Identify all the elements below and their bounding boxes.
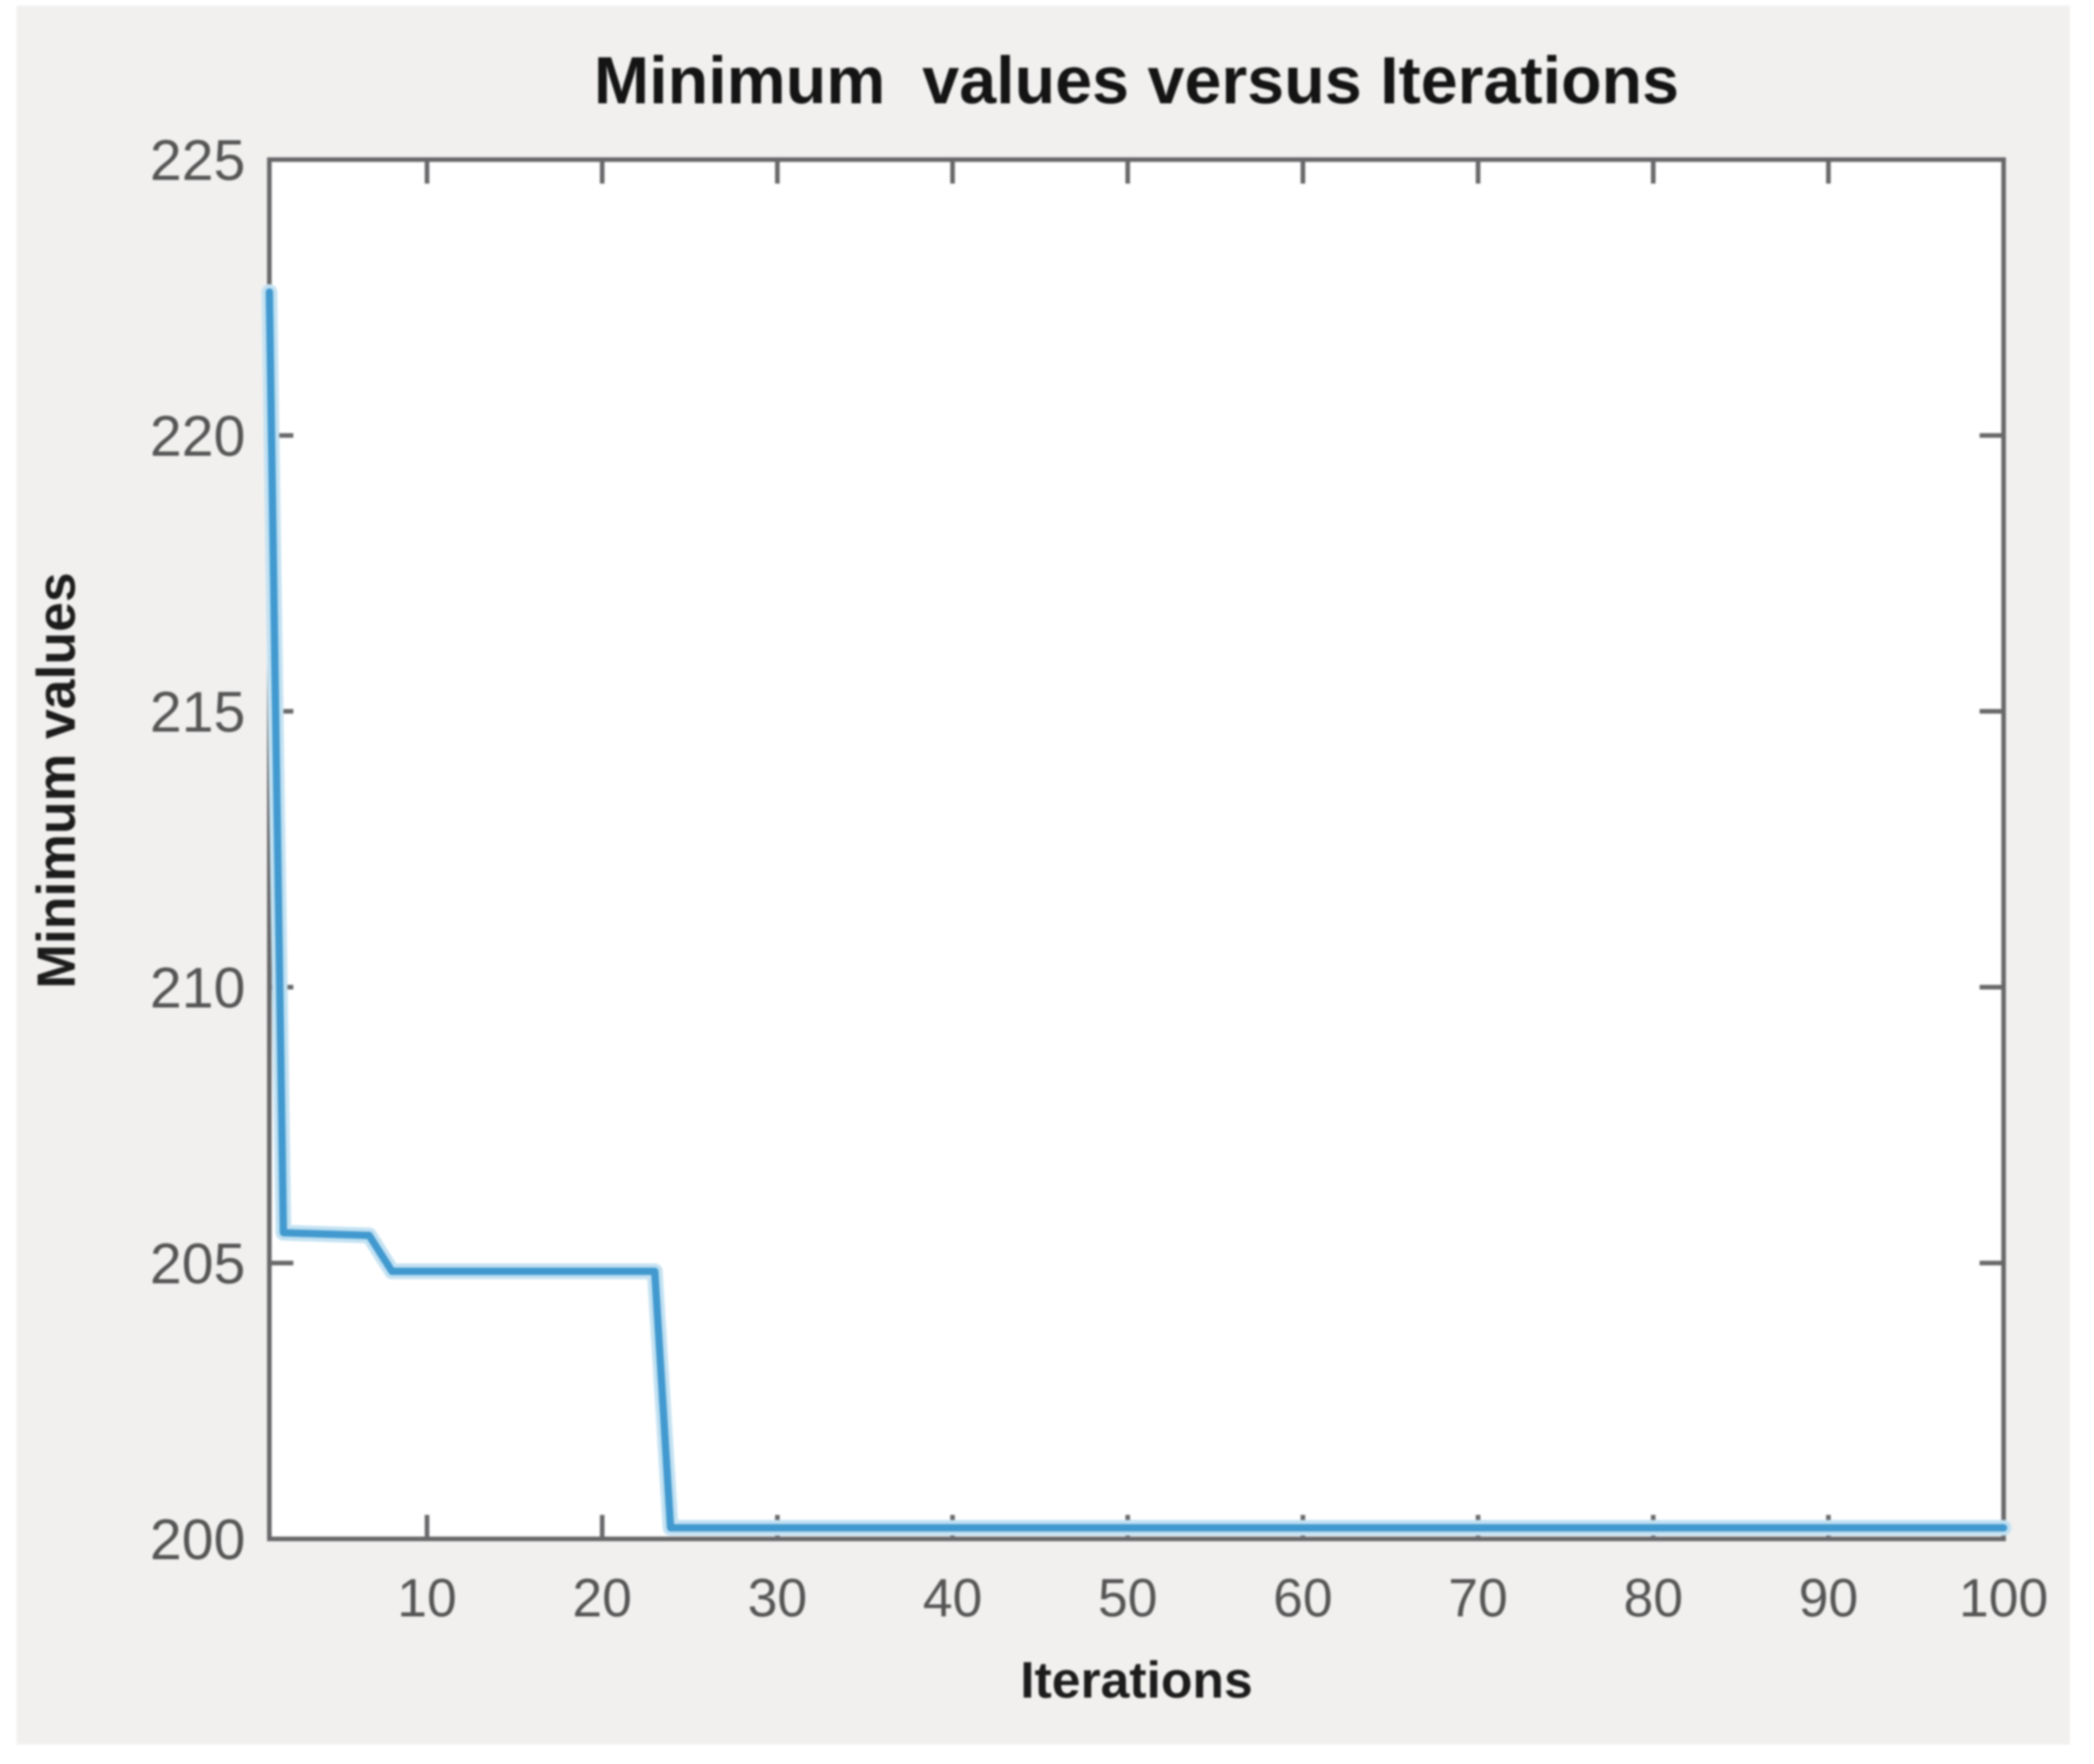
x-tick-label: 20 (573, 1568, 633, 1628)
x-tick-label: 60 (1273, 1568, 1333, 1628)
x-tick-label: 40 (922, 1568, 982, 1628)
y-tick-label: 210 (150, 957, 245, 1020)
x-tick-label: 30 (747, 1568, 807, 1628)
y-tick-label: 200 (150, 1508, 245, 1572)
y-tick-label: 225 (150, 129, 245, 193)
x-tick-label: 100 (1959, 1568, 2049, 1628)
y-tick-label: 205 (150, 1233, 245, 1296)
x-tick-label: 90 (1799, 1568, 1859, 1628)
x-tick-label: 10 (398, 1568, 458, 1628)
series-line (266, 288, 2007, 1532)
x-tick-label: 70 (1448, 1568, 1508, 1628)
x-axis-label: Iterations (1019, 1651, 1254, 1709)
y-tick-label: 220 (150, 405, 245, 469)
y-axis-label: Minimum values (27, 572, 87, 989)
chart-title: Minimum values versus Iterations (593, 44, 1680, 118)
plot-area (267, 157, 2006, 1542)
y-tick-label: 215 (150, 681, 245, 745)
x-tick-label: 80 (1624, 1568, 1684, 1628)
x-tick-label: 50 (1098, 1568, 1158, 1628)
